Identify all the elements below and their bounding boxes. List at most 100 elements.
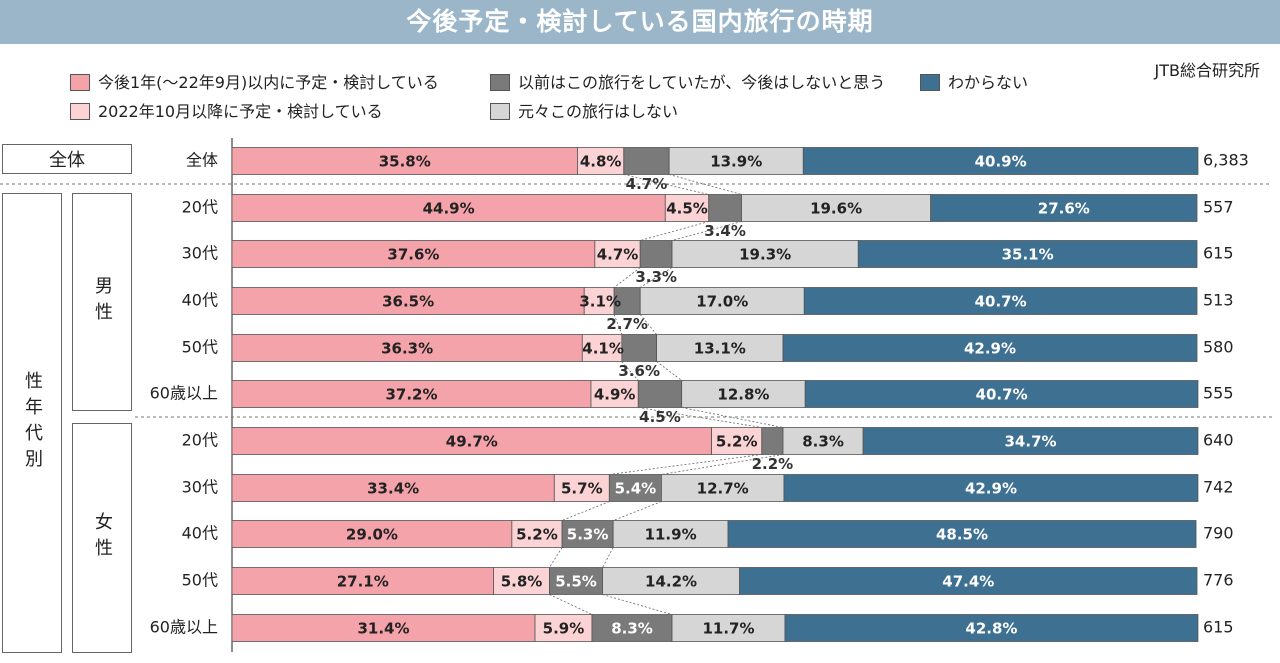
data-label: 34.7%: [1005, 433, 1057, 451]
data-label: 27.1%: [337, 573, 389, 591]
n-label: 557: [1203, 198, 1234, 217]
legend-swatch: [490, 103, 510, 120]
data-label: 4.8%: [580, 153, 622, 171]
data-label: 5.5%: [555, 573, 597, 591]
connector-line: [602, 547, 614, 568]
data-label: 5.7%: [561, 480, 603, 498]
group-female: 女性: [72, 423, 132, 653]
bar-segment: [231, 614, 536, 642]
legend-item-never: 元々この旅行はしない: [490, 101, 678, 123]
bar-segment: [577, 147, 625, 175]
bar-segment: [639, 287, 805, 315]
bar-segment: [583, 287, 615, 315]
data-label: 4.1%: [582, 340, 624, 358]
data-label: 40.7%: [976, 386, 1028, 404]
legend-item-stopped: 以前はこの旅行をしていたが、今後はしないと思う: [490, 72, 885, 94]
n-label: 615: [1203, 618, 1234, 637]
bar-segment: [739, 567, 1198, 595]
legend-item-after-oct-2022: 2022年10月以降に予定・検討している: [70, 101, 383, 123]
bar-segment: [857, 240, 1198, 268]
n-label: 580: [1203, 338, 1234, 357]
category-label: 60歳以上: [150, 618, 218, 637]
data-label: 35.1%: [1002, 246, 1054, 264]
legend-label: 2022年10月以降に予定・検討している: [98, 102, 383, 121]
legend-label: 以前はこの旅行をしていたが、今後はしないと思う: [518, 73, 886, 92]
category-label: 20代: [182, 198, 218, 217]
legend-label: 元々この旅行はしない: [518, 102, 679, 121]
category-label: 20代: [182, 431, 218, 450]
bar-segment: [231, 427, 713, 455]
bar-segment: [553, 474, 610, 502]
data-label: 12.7%: [697, 480, 749, 498]
data-label: 11.7%: [702, 620, 754, 638]
connector-line: [561, 501, 610, 521]
category-label: 40代: [182, 291, 218, 310]
bar-segment: [591, 614, 673, 642]
bar-segment: [783, 474, 1199, 502]
group-male: 男性: [72, 193, 132, 411]
connector-line: [613, 267, 641, 288]
bar-segment: [608, 474, 662, 502]
group-sex-age: 性年代別: [2, 193, 62, 653]
connector-line: [640, 221, 709, 241]
bar-segment: [782, 427, 864, 455]
bar-segment: [549, 567, 603, 595]
category-label: 40代: [182, 524, 218, 543]
bar-segment: [782, 334, 1198, 362]
chart-title: 今後予定・検討している国内旅行の時期: [0, 0, 1280, 44]
bar-segment: [534, 614, 593, 642]
data-label: 19.6%: [810, 200, 862, 218]
n-label: 742: [1203, 478, 1234, 497]
data-label: 13.1%: [694, 340, 746, 358]
bar-segment: [231, 287, 585, 315]
data-label: 3.4%: [704, 222, 746, 240]
data-label: 17.0%: [696, 293, 748, 311]
bar-segment: [581, 334, 623, 362]
bar-segment: [231, 380, 592, 408]
bar-segment: [594, 240, 641, 268]
data-label: 44.9%: [423, 200, 475, 218]
bar-segment: [623, 147, 670, 175]
bar-segment: [561, 520, 614, 548]
n-label: 6,383: [1203, 151, 1249, 170]
data-label: 13.9%: [710, 153, 762, 171]
data-label: 11.9%: [645, 526, 697, 544]
n-label: 615: [1203, 244, 1234, 263]
data-label: 8.3%: [802, 433, 844, 451]
legend-swatch: [920, 74, 940, 91]
data-label: 48.5%: [936, 526, 988, 544]
connector-line: [639, 314, 657, 335]
data-label: 4.9%: [594, 386, 636, 404]
category-label: 60歳以上: [150, 384, 218, 403]
connector-line: [613, 501, 662, 521]
bar-segment: [493, 567, 550, 595]
bar-segment: [231, 194, 666, 222]
category-label: 50代: [182, 338, 218, 357]
legend-swatch: [70, 74, 90, 91]
connector-line: [638, 407, 762, 428]
data-label: 4.7%: [626, 175, 668, 193]
bar-segment: [727, 520, 1197, 548]
data-label: 33.4%: [367, 480, 419, 498]
legend-item-unknown: わからない: [920, 72, 1028, 94]
data-label: 42.9%: [964, 340, 1016, 358]
n-label: 776: [1203, 571, 1234, 590]
bar-segment: [613, 287, 641, 315]
data-label: 29.0%: [346, 526, 398, 544]
bar-segment: [802, 147, 1199, 175]
data-label: 3.1%: [579, 293, 621, 311]
connector-line: [669, 174, 742, 195]
category-label: 30代: [182, 244, 218, 263]
bar-segment: [639, 240, 673, 268]
data-label: 27.6%: [1038, 200, 1090, 218]
n-label: 790: [1203, 524, 1234, 543]
data-label: 12.8%: [717, 386, 769, 404]
connector-line: [613, 314, 623, 335]
data-label: 40.9%: [975, 153, 1027, 171]
data-label: 37.6%: [387, 246, 439, 264]
data-label: 36.3%: [381, 340, 433, 358]
group-total: 全体: [2, 144, 132, 174]
data-label: 40.7%: [975, 293, 1027, 311]
bar-segment: [637, 380, 683, 408]
connector-line: [549, 594, 593, 615]
